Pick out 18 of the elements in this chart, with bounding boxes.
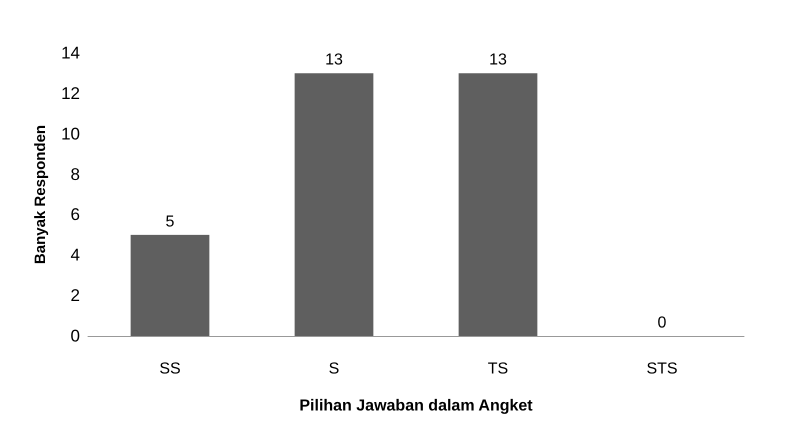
y-tick-label: 14 <box>61 44 80 62</box>
data-label: 13 <box>489 52 507 69</box>
y-tick-label: 10 <box>61 124 80 144</box>
data-label: 0 <box>658 314 667 332</box>
x-tick-label: SS <box>159 360 181 378</box>
data-label: 13 <box>325 52 343 69</box>
x-axis-title: Pilihan Jawaban dalam Angket <box>299 398 534 414</box>
y-tick-label: 6 <box>70 205 80 224</box>
x-tick-label: STS <box>646 360 678 378</box>
y-axis-title: Banyak Responden <box>32 124 49 264</box>
y-tick-label: 0 <box>70 326 80 346</box>
y-tick-label: 12 <box>61 84 80 103</box>
data-label: 5 <box>166 213 175 230</box>
y-tick-label: 4 <box>70 246 80 265</box>
x-tick-label: TS <box>488 360 508 378</box>
y-tick-label: 2 <box>70 286 80 306</box>
y-tick-label: 8 <box>70 164 80 184</box>
x-tick-label: S <box>328 360 340 378</box>
